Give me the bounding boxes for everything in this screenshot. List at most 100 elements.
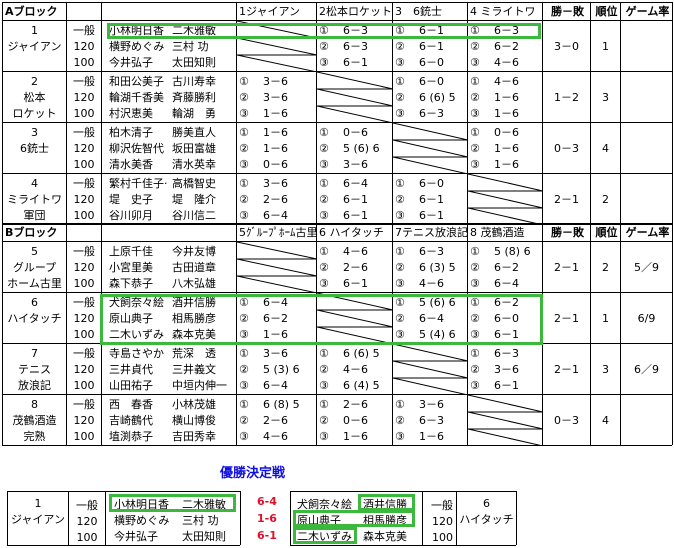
set-number: ③: [470, 277, 480, 290]
result-cell: ① 6－4 ② 6－1 ③ 6－1: [316, 173, 392, 224]
set-score: 6－0: [419, 75, 444, 88]
set-score: 6 (8) 5: [263, 398, 300, 411]
set-score: 2－6: [263, 193, 288, 206]
player-name: 三井義文: [172, 363, 216, 376]
header-cell: 6 ハイタッチ: [316, 223, 392, 241]
pairs-cell: 小林明日香 二木雅敏 横野めぐみ 三村 功今井弘子 太田知則: [101, 20, 236, 71]
set-score: 6－1: [494, 379, 519, 392]
set-number: ①: [319, 126, 329, 139]
player-name: 西 春香: [109, 398, 153, 411]
category-label: 一般: [73, 177, 95, 190]
rank-cell: 1: [590, 20, 620, 71]
player-name: 坂田富雄: [172, 142, 216, 155]
set-score: 4－6: [494, 56, 519, 69]
team-label: ホーム古里: [7, 277, 62, 290]
category-label: 100: [73, 158, 95, 171]
win-loss-cell: 3－0: [542, 20, 590, 71]
set-number: ③: [470, 56, 480, 69]
final-right-category: 一般 120 100: [422, 491, 456, 545]
result-cell: [467, 394, 543, 446]
game-ratio-cell: [620, 173, 672, 224]
table-border: [2, 223, 3, 445]
game-ratio: 5／9: [634, 261, 659, 274]
set-number: ②: [395, 414, 405, 427]
team-label: 軍団: [23, 209, 46, 222]
set-number: ①: [470, 126, 480, 139]
team-label: 6銃士: [20, 142, 49, 155]
player-name: 吉崎鶴代: [109, 414, 153, 427]
category-label: 100: [73, 430, 95, 443]
set-number: ②: [395, 261, 405, 274]
player-name: 三村 功: [172, 40, 209, 53]
set-score: 4－6: [343, 363, 368, 376]
header-cell: [101, 2, 236, 20]
category-label: 一般: [73, 347, 95, 360]
player-name: 和田公美子: [109, 75, 164, 88]
player-name: 原山典子: [109, 312, 153, 325]
set-score: 5 (3) 6: [263, 363, 300, 376]
result-cell: ① 0－6 ② 1－6 ③ 1－6: [467, 122, 542, 173]
final-right-pairs: 犬飼奈々絵 酒井信勝 原山典子 相馬勝彦 二木いずみ 森本克美: [290, 491, 422, 545]
category-cell: 一般 120 100: [66, 241, 101, 292]
result-cell: ① 4－6 ② 2－6 ③ 6－1: [316, 241, 392, 292]
category-label: 100: [76, 531, 98, 544]
diagonal-line: [468, 207, 543, 225]
diagonal-line: [468, 190, 543, 209]
set-score: 6 (3) 5: [419, 261, 456, 274]
team-label: 8: [31, 398, 38, 411]
category-cell: 一般 120 100: [66, 122, 101, 173]
set-score: 6－3: [494, 347, 519, 360]
player-name: 勝美直人: [172, 126, 216, 139]
set-score: 1－6: [494, 158, 519, 171]
set-score: 1－6: [494, 91, 519, 104]
diagonal-line: [237, 275, 317, 293]
header-cell: 1ジャイアン: [236, 2, 316, 20]
result-cell: ① 6 (6) 5 ② 4－6 ③ 6 (4) 5: [316, 343, 392, 394]
category-label: 120: [73, 40, 95, 53]
set-score: 4－6: [419, 277, 444, 290]
set-score: 6－1: [343, 193, 368, 206]
player-name: 上原千佳: [109, 245, 153, 258]
category-label: 一般: [73, 245, 95, 258]
pairs-cell: 柏木清子 勝美直人 柳沢佐智代 坂田富雄 清水美香 清水英幸: [101, 122, 236, 173]
win-loss: 2－1: [554, 312, 579, 325]
result-cell: ① 6－4 ② 6－2 ③ 1－6: [236, 292, 316, 343]
player-name: 相馬勝彦: [363, 514, 407, 527]
rank: 1: [602, 40, 609, 53]
player-name: 森下恭子: [109, 277, 153, 290]
final-title: 優勝決定戦: [220, 466, 286, 481]
set-score: 6－2: [494, 261, 519, 274]
set-number: ①: [395, 24, 405, 37]
result-cell: [236, 241, 317, 293]
team-label: 放浪記: [18, 379, 51, 392]
final-right-team: 6 ハイタッチ: [456, 491, 516, 545]
diagonal-line: [317, 72, 393, 90]
player-name: 小林明日香: [114, 498, 169, 511]
category-label: 一般: [431, 499, 453, 512]
player-name: 横野めぐみ: [114, 514, 170, 527]
player-name: 古川寿幸: [172, 75, 216, 88]
final-score: 6-4: [257, 495, 277, 508]
table-border: [240, 491, 241, 545]
result-cell: ① 6－2 ② 6－0 ③ 6－1: [467, 292, 542, 343]
team-label: グループ: [12, 261, 57, 274]
set-score: 1－6: [263, 107, 288, 120]
set-number: ①: [319, 245, 329, 258]
team-label: 6: [483, 497, 490, 510]
set-score: 6－1: [343, 209, 368, 222]
set-score: 3－6: [263, 91, 288, 104]
team-label: 茂鶴酒造: [12, 414, 57, 427]
header-cell: 順位: [590, 223, 620, 241]
table-border: [2, 445, 672, 446]
set-score: 6－1: [419, 193, 444, 206]
game-ratio-cell: [620, 71, 672, 122]
category-label: 一般: [73, 75, 95, 88]
pairs-cell: 寺島さやか 荒深 透三井貞代 三井義文 山田祐子 中垣内伸一: [101, 343, 236, 394]
table-border: [672, 2, 673, 224]
set-number: ③: [239, 107, 249, 120]
player-name: 太田知則: [182, 530, 226, 543]
diagonal-line: [468, 174, 543, 192]
player-name: 谷川信二: [172, 209, 216, 222]
rank-cell: 4: [590, 394, 620, 445]
set-score: 6－1: [343, 277, 368, 290]
